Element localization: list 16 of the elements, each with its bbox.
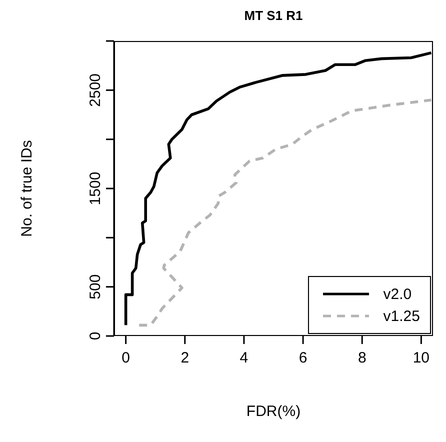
y-axis-title: No. of true IDs: [18, 140, 36, 237]
x-axis-title: FDR(%): [246, 403, 301, 420]
x-tick-label: 10: [412, 350, 430, 367]
y-tick-label: 0: [87, 332, 104, 340]
x-tick-label: 0: [122, 350, 130, 367]
chart-title: MT S1 R1: [243, 8, 304, 23]
x-tick-label: 8: [358, 350, 366, 367]
line-series: [138, 98, 433, 327]
y-tick-label: 500: [87, 274, 104, 300]
x-tick-label: 4: [240, 350, 248, 367]
y-tick-label: 2500: [87, 73, 104, 107]
x-tick-label: 6: [298, 350, 308, 367]
x-tick-label: 2: [180, 350, 190, 367]
legend-label: v2.0: [383, 286, 412, 302]
legend-label: v1.25: [383, 308, 420, 324]
y-tick-label: 1500: [87, 172, 104, 206]
